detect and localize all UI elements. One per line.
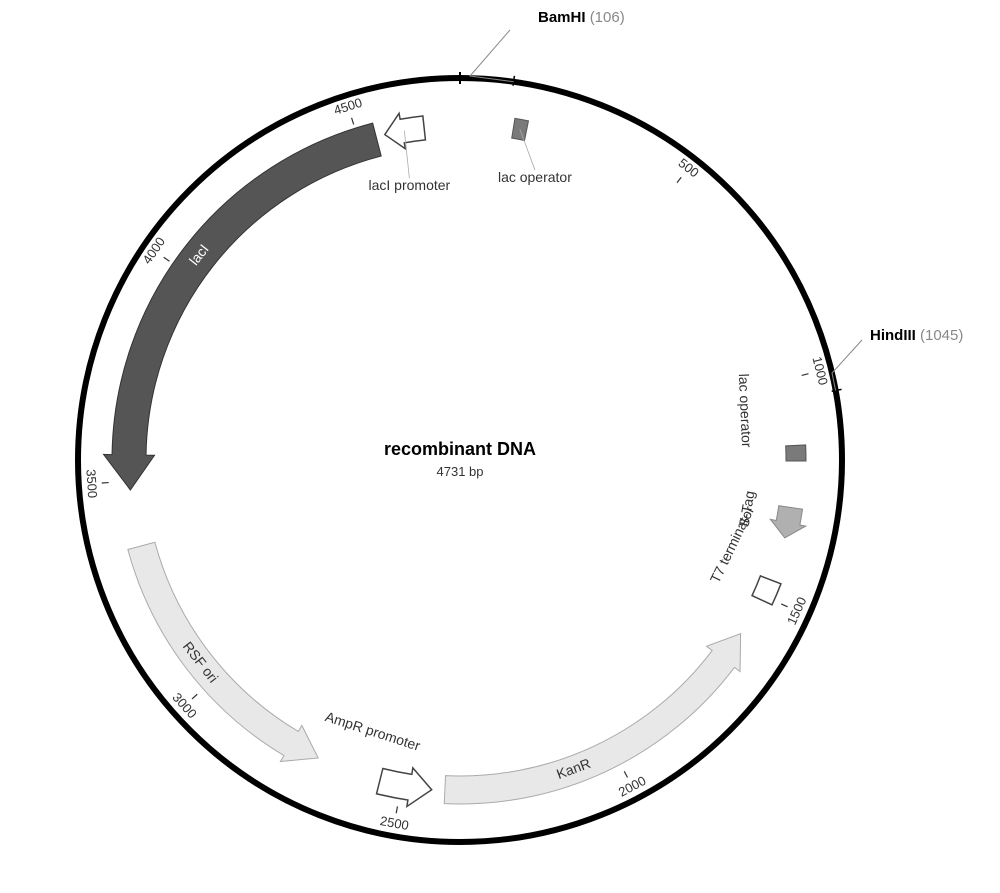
tick-mark: [624, 771, 627, 777]
restriction-site-label: HindIII (1045): [870, 327, 963, 344]
plasmid-size: 4731 bp: [437, 464, 484, 479]
feature-label: lacI promoter: [369, 177, 451, 193]
feature-kanr: [444, 634, 740, 804]
tick-mark: [802, 374, 809, 376]
feature-label: lac operator: [498, 169, 572, 185]
feature-lac_operator_2: [786, 445, 806, 461]
feature-ampr_promoter: [377, 768, 432, 807]
feature-t7_terminator: [752, 576, 781, 605]
tick-mark: [352, 118, 354, 125]
feature-label: lac operator: [736, 373, 755, 448]
plasmid-map: 50010001500200025003000350040004500lac o…: [0, 0, 1000, 893]
feature-lacI: [104, 123, 382, 490]
tick-label: 3500: [83, 469, 100, 499]
tick-mark: [192, 694, 197, 699]
tick-label: 4000: [139, 234, 168, 266]
tick-mark: [164, 257, 170, 261]
backbone-ring: [78, 78, 842, 842]
plasmid-name: recombinant DNA: [384, 439, 536, 459]
callout-line: [470, 30, 514, 82]
feature-label: S-Tag: [736, 490, 758, 529]
feature-lacI_promoter: [385, 113, 426, 148]
feature-rsf_ori: [128, 542, 318, 761]
tick-mark: [677, 177, 681, 183]
feature-s_tag: [770, 506, 805, 538]
feature-label: AmpR promoter: [323, 708, 422, 754]
tick-mark: [781, 604, 787, 607]
tick-label: 2500: [379, 813, 410, 833]
restriction-site-label: BamHI (106): [538, 9, 625, 26]
tick-mark: [396, 806, 397, 813]
